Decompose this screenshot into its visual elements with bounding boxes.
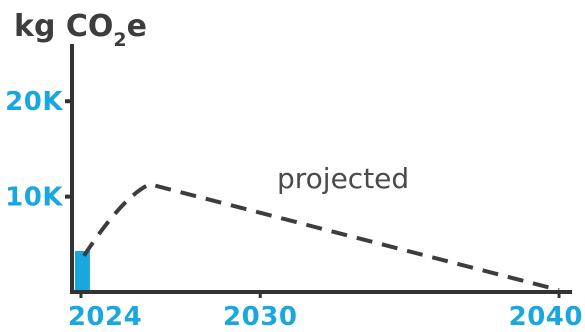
x-tick-label-2030: 2030 (223, 302, 297, 327)
projected-label: projected (277, 162, 409, 195)
bar-2024 (75, 250, 90, 290)
y-tick-label-20K: 20K (5, 87, 63, 117)
projected-line (82, 182, 560, 293)
y-axis-label-suffix: e (127, 9, 147, 44)
y-axis-label: kg CO2e (14, 9, 147, 51)
x-tick-label-2024: 2024 (68, 302, 142, 327)
y-axis-label-main: kg CO (14, 9, 113, 44)
chart-marks: 10K 20K 2024 2030 2040 (5, 87, 583, 332)
y-tick-label-10K: 10K (5, 183, 63, 213)
y-axis-label-subscript: 2 (113, 29, 126, 51)
x-tick-label-2040: 2040 (509, 302, 583, 327)
